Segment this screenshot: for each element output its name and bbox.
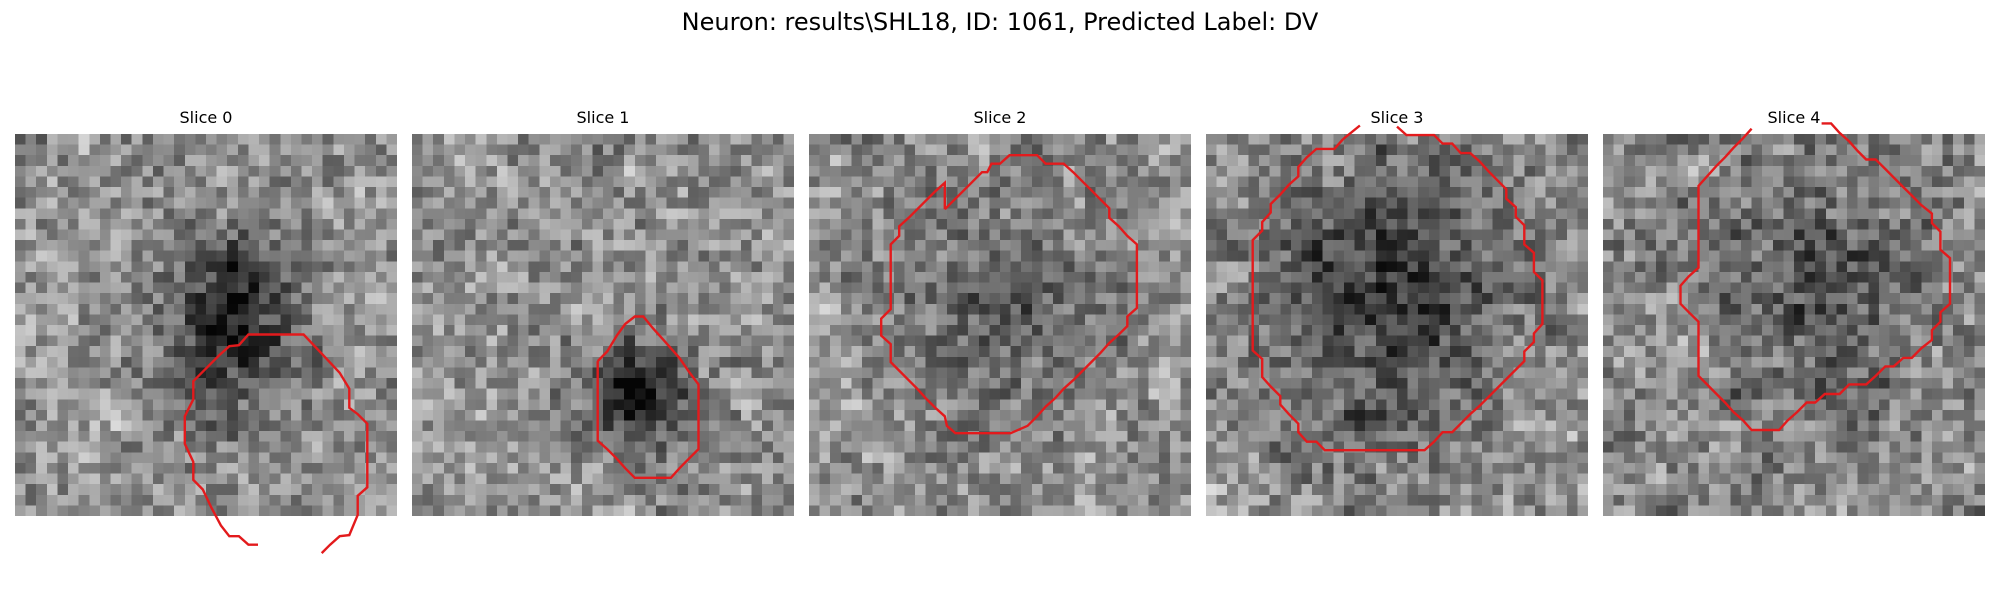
slice-4-contour-0	[1679, 122, 1952, 432]
slice-3-contour-1	[1342, 124, 1361, 141]
slice-2-contour-0	[879, 154, 1139, 435]
slice-1-panel	[412, 134, 794, 516]
slice-1-contour-0	[596, 315, 700, 479]
slice-2-contour-overlay	[879, 154, 1139, 435]
slice-4-contour-overlay	[1679, 122, 1952, 432]
panel-title-slice-0: Slice 0	[179, 108, 233, 127]
figure-title: Neuron: results\SHL18, ID: 1061, Predict…	[681, 8, 1319, 36]
slice-0-panel	[15, 134, 397, 554]
slice-1-image	[412, 134, 794, 516]
slice-0-contour-overlay	[183, 333, 369, 554]
slice-2-panel	[809, 134, 1191, 516]
slice-1-contour-overlay	[596, 315, 700, 479]
slice-0-contour-0	[183, 333, 369, 554]
panel-title-slice-4: Slice 4	[1767, 108, 1821, 127]
panel-title-slice-2: Slice 2	[973, 108, 1027, 127]
slice-3-contour-overlay	[1251, 124, 1544, 452]
slice-0-image	[15, 134, 397, 516]
slice-3-panel	[1206, 124, 1588, 516]
slice-3-contour-0	[1251, 125, 1544, 452]
panel-title-slice-1: Slice 1	[576, 108, 630, 127]
slice-4-image	[1603, 134, 1985, 516]
panel-title-slice-3: Slice 3	[1370, 108, 1424, 127]
slice-4-panel	[1603, 122, 1985, 516]
slice-3-image	[1206, 134, 1588, 516]
